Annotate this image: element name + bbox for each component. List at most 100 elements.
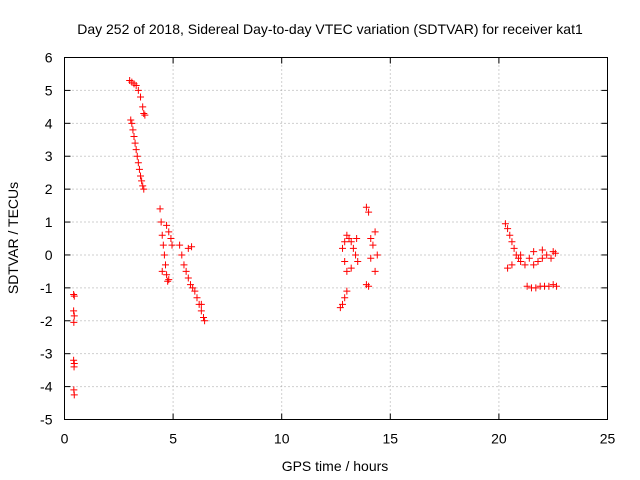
data-point (547, 254, 555, 262)
data-point (132, 81, 140, 89)
data-point (137, 172, 145, 180)
data-point (365, 282, 373, 290)
data-point (158, 231, 166, 239)
data-point (130, 132, 138, 140)
data-point (163, 221, 171, 229)
data-point (193, 294, 201, 302)
y-axis-label: SDTVAR / TECUs (5, 182, 21, 294)
data-point (504, 264, 512, 272)
data-point (129, 126, 137, 134)
data-point (197, 307, 205, 315)
data-point (367, 254, 375, 262)
data-point (353, 235, 361, 242)
data-point (534, 258, 542, 266)
data-point (530, 261, 538, 269)
data-point (163, 271, 171, 279)
data-point (343, 267, 351, 275)
data-point (538, 246, 546, 254)
data-point (538, 254, 546, 262)
data-point (339, 300, 347, 308)
data-point (165, 276, 173, 284)
data-point (133, 152, 141, 160)
data-point (164, 277, 172, 285)
data-point (200, 313, 208, 321)
data-point (523, 282, 531, 290)
data-point (521, 261, 529, 269)
data-point (180, 261, 188, 269)
data-point (525, 254, 533, 262)
y-tick-label: -5 (40, 412, 53, 428)
plot-frame (64, 57, 608, 420)
data-point (201, 317, 209, 325)
data-point (508, 261, 516, 269)
data-point (191, 287, 199, 295)
x-tick-label: 25 (600, 431, 616, 447)
y-tick-label: -4 (40, 379, 53, 395)
data-point (134, 159, 142, 167)
y-tick-label: 6 (45, 50, 53, 66)
data-point (352, 251, 360, 259)
data-point (347, 264, 355, 272)
data-point (134, 86, 142, 94)
data-point (549, 248, 557, 256)
x-tick-label: 15 (383, 431, 399, 447)
data-point (70, 318, 78, 326)
y-tick-label: -1 (40, 280, 53, 296)
data-point (70, 307, 78, 315)
data-point (184, 274, 192, 282)
data-point (506, 231, 514, 239)
data-point (510, 244, 518, 252)
x-tick-label: 10 (274, 431, 290, 447)
x-axis-label: GPS time / hours (282, 458, 389, 474)
data-point (70, 290, 78, 298)
data-point (517, 251, 525, 259)
x-tick-label: 0 (61, 431, 69, 447)
data-point (137, 93, 145, 101)
x-tick-label: 20 (491, 431, 507, 447)
data-point (135, 165, 143, 173)
data-point (354, 258, 362, 266)
y-tick-label: 0 (45, 247, 53, 263)
data-point (70, 391, 78, 399)
data-point (371, 267, 379, 275)
data-point (178, 251, 186, 259)
data-point (362, 203, 370, 211)
data-point (138, 177, 146, 185)
data-point (549, 281, 557, 289)
data-point (139, 182, 147, 190)
data-point (156, 205, 164, 213)
data-point (128, 119, 136, 127)
data-point (373, 251, 381, 259)
data-point (339, 244, 347, 252)
data-point (188, 243, 196, 251)
data-point (141, 111, 149, 119)
data-point (545, 282, 553, 290)
data-point (552, 282, 560, 290)
data-point (167, 235, 175, 242)
data-point (165, 228, 173, 236)
y-tick-label: 4 (45, 115, 53, 131)
data-point (343, 287, 351, 295)
data-point (371, 228, 379, 236)
y-tick-label: 5 (45, 82, 53, 98)
data-point (530, 248, 538, 256)
data-point (365, 208, 373, 216)
y-tick-label: -2 (40, 313, 53, 329)
data-point (140, 185, 148, 193)
data-point (501, 220, 509, 228)
data-point (341, 258, 349, 266)
data-point (341, 238, 349, 246)
data-point (517, 258, 525, 266)
data-point (70, 292, 78, 300)
data-point (543, 251, 551, 259)
data-point (160, 251, 168, 259)
y-tick-label: 3 (45, 148, 53, 164)
data-point (139, 103, 147, 111)
data-point (127, 116, 135, 124)
data-point (369, 241, 377, 249)
data-point (158, 267, 166, 275)
data-point (197, 300, 205, 308)
data-point (131, 139, 139, 147)
data-point (176, 241, 184, 249)
y-tick-label: 2 (45, 181, 53, 197)
